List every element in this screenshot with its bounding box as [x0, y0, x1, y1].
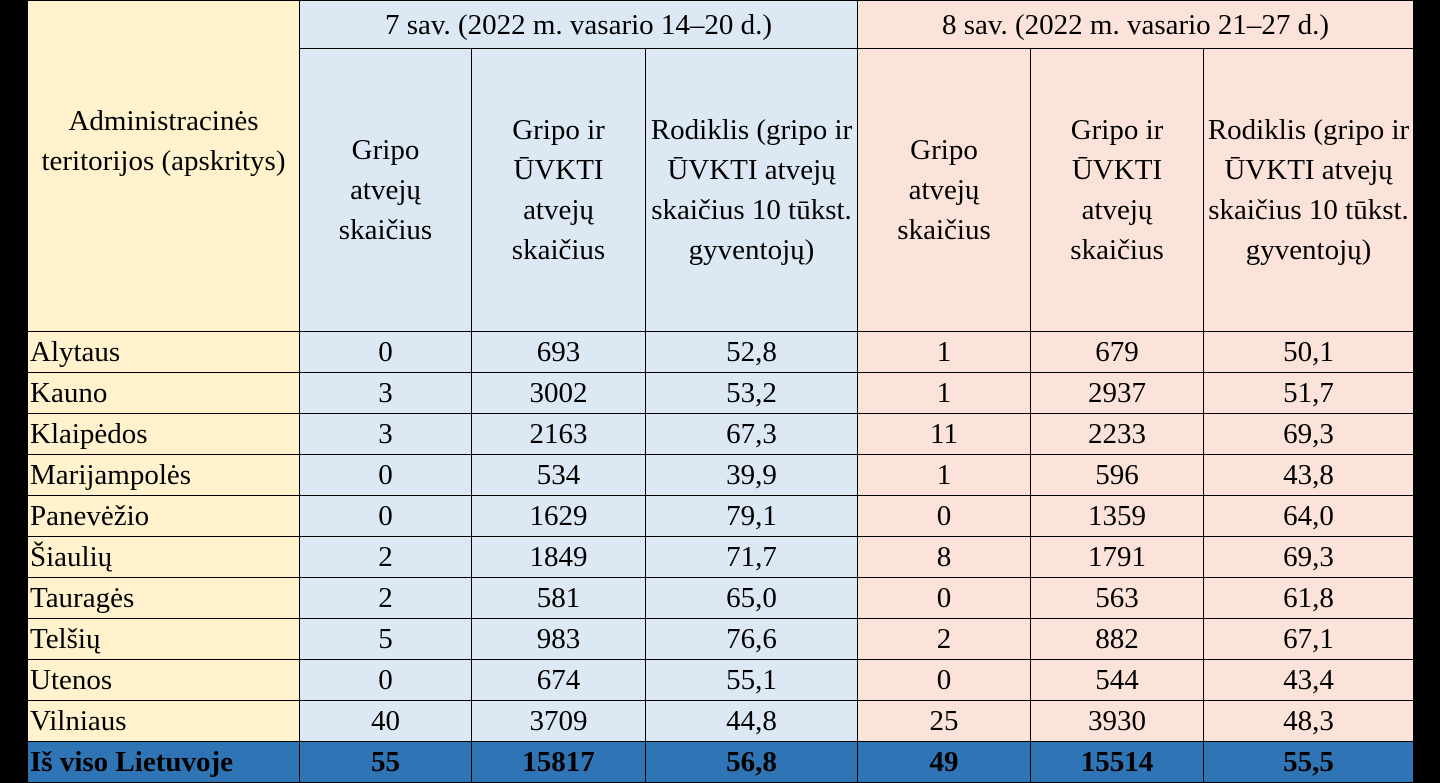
w8-flu-ari-cases: 3930 [1030, 700, 1205, 742]
w7-rate: 44,8 [644, 700, 859, 742]
w7-flu-ari-cases: 2163 [471, 413, 646, 455]
county-name: Kauno [27, 372, 300, 414]
total-county-name: Iš viso Lietuvoje [27, 741, 300, 783]
w8-rate: 69,3 [1203, 536, 1415, 578]
w8-rate-header: Rodiklis (gripo ir ŪVKTI atvejų skaičius… [1203, 48, 1415, 332]
county-name: Šiaulių [27, 536, 300, 578]
w7-rate: 79,1 [644, 495, 859, 537]
w8-rate: 48,3 [1203, 700, 1415, 742]
w7-rate: 55,1 [644, 659, 859, 701]
flu-statistics-table: Administracinės teritorijos (apskritys) … [27, 0, 1415, 783]
w7-flu-ari-cases: 1629 [471, 495, 646, 537]
admin-territory-header: Administracinės teritorijos (apskritys) [27, 0, 300, 332]
total-row: Iš viso Lietuvoje 55 15817 56,8 49 15514 55,5 [27, 741, 1415, 783]
w8-flu-ari-cases: 1791 [1030, 536, 1205, 578]
w7-flu-ari-cases-header: Gripo ir ŪVKTI atvejų skaičius [471, 48, 646, 332]
w8-flu-cases: 1 [857, 331, 1032, 373]
w8-flu-ari-cases: 679 [1030, 331, 1205, 373]
county-name: Tauragės [27, 577, 300, 619]
w7-flu-cases: 3 [299, 372, 472, 414]
w7-flu-cases: 0 [299, 331, 472, 373]
county-name: Klaipėdos [27, 413, 300, 455]
table-row: Telšių 5 983 76,6 2 882 67,1 [27, 618, 1415, 660]
w7-flu-ari-cases: 581 [471, 577, 646, 619]
w8-rate: 43,8 [1203, 454, 1415, 496]
w8-flu-cases: 1 [857, 454, 1032, 496]
county-name: Vilniaus [27, 700, 300, 742]
w8-flu-cases: 25 [857, 700, 1032, 742]
w7-rate: 52,8 [644, 331, 859, 373]
total-w7-flu-cases: 55 [299, 741, 472, 783]
w8-flu-ari-cases: 882 [1030, 618, 1205, 660]
county-name: Marijampolės [27, 454, 300, 496]
w8-flu-ari-cases: 1359 [1030, 495, 1205, 537]
w7-flu-ari-cases: 983 [471, 618, 646, 660]
w8-flu-cases-header: Gripo atvejų skaičius [857, 48, 1032, 332]
w8-flu-ari-cases: 2233 [1030, 413, 1205, 455]
w8-rate: 69,3 [1203, 413, 1415, 455]
w8-rate: 43,4 [1203, 659, 1415, 701]
w8-flu-cases: 0 [857, 577, 1032, 619]
admin-territory-label: Administracinės teritorijos (apskritys) [41, 105, 286, 177]
w7-flu-cases: 2 [299, 536, 472, 578]
w7-rate: 71,7 [644, 536, 859, 578]
total-w8-flu-ari-cases: 15514 [1030, 741, 1205, 783]
w8-flu-cases: 0 [857, 495, 1032, 537]
table-row: Šiaulių 2 1849 71,7 8 1791 69,3 [27, 536, 1415, 578]
total-w8-flu-cases: 49 [857, 741, 1032, 783]
w7-flu-ari-cases: 1849 [471, 536, 646, 578]
w8-flu-ari-cases: 2937 [1030, 372, 1205, 414]
w7-rate: 76,6 [644, 618, 859, 660]
table-row: Klaipėdos 3 2163 67,3 11 2233 69,3 [27, 413, 1415, 455]
w7-rate: 39,9 [644, 454, 859, 496]
w7-flu-cases: 40 [299, 700, 472, 742]
table-row: Kauno 3 3002 53,2 1 2937 51,7 [27, 372, 1415, 414]
county-name: Telšių [27, 618, 300, 660]
w7-flu-cases: 0 [299, 659, 472, 701]
w8-rate: 61,8 [1203, 577, 1415, 619]
w8-rate: 64,0 [1203, 495, 1415, 537]
w7-rate: 67,3 [644, 413, 859, 455]
w8-flu-cases: 2 [857, 618, 1032, 660]
w8-flu-cases: 11 [857, 413, 1032, 455]
w8-flu-cases: 0 [857, 659, 1032, 701]
w7-rate-header: Rodiklis (gripo ir ŪVKTI atvejų skaičius… [644, 48, 859, 332]
w7-flu-cases-header: Gripo atvejų skaičius [299, 48, 472, 332]
table-row: Marijampolės 0 534 39,9 1 596 43,8 [27, 454, 1415, 496]
table-row: Vilniaus 40 3709 44,8 25 3930 48,3 [27, 700, 1415, 742]
county-name: Utenos [27, 659, 300, 701]
w7-flu-cases: 2 [299, 577, 472, 619]
county-name: Panevėžio [27, 495, 300, 537]
w7-flu-cases: 3 [299, 413, 472, 455]
week7-header: 7 sav. (2022 m. vasario 14–20 d.) [298, 0, 859, 50]
w8-flu-ari-cases-header: Gripo ir ŪVKTI atvejų skaičius [1030, 48, 1205, 332]
w7-flu-cases: 0 [299, 454, 472, 496]
total-w7-rate: 56,8 [644, 741, 859, 783]
total-w7-flu-ari-cases: 15817 [471, 741, 646, 783]
w7-flu-ari-cases: 674 [471, 659, 646, 701]
w7-flu-cases: 5 [299, 618, 472, 660]
w8-flu-ari-cases: 563 [1030, 577, 1205, 619]
table-row: Utenos 0 674 55,1 0 544 43,4 [27, 659, 1415, 701]
w8-rate: 67,1 [1203, 618, 1415, 660]
w8-flu-cases: 8 [857, 536, 1032, 578]
w8-rate: 50,1 [1203, 331, 1415, 373]
w7-rate: 53,2 [644, 372, 859, 414]
w7-rate: 65,0 [644, 577, 859, 619]
total-w8-rate: 55,5 [1203, 741, 1415, 783]
w8-flu-cases: 1 [857, 372, 1032, 414]
w7-flu-ari-cases: 534 [471, 454, 646, 496]
table-row: Panevėžio 0 1629 79,1 0 1359 64,0 [27, 495, 1415, 537]
w7-flu-ari-cases: 3709 [471, 700, 646, 742]
table-row: Tauragės 2 581 65,0 0 563 61,8 [27, 577, 1415, 619]
county-name: Alytaus [27, 331, 300, 373]
w8-flu-ari-cases: 596 [1030, 454, 1205, 496]
w8-rate: 51,7 [1203, 372, 1415, 414]
week8-header: 8 sav. (2022 m. vasario 21–27 d.) [857, 0, 1415, 50]
table-row: Alytaus 0 693 52,8 1 679 50,1 [27, 331, 1415, 373]
w7-flu-ari-cases: 3002 [471, 372, 646, 414]
w7-flu-cases: 0 [299, 495, 472, 537]
w7-flu-ari-cases: 693 [471, 331, 646, 373]
w8-flu-ari-cases: 544 [1030, 659, 1205, 701]
